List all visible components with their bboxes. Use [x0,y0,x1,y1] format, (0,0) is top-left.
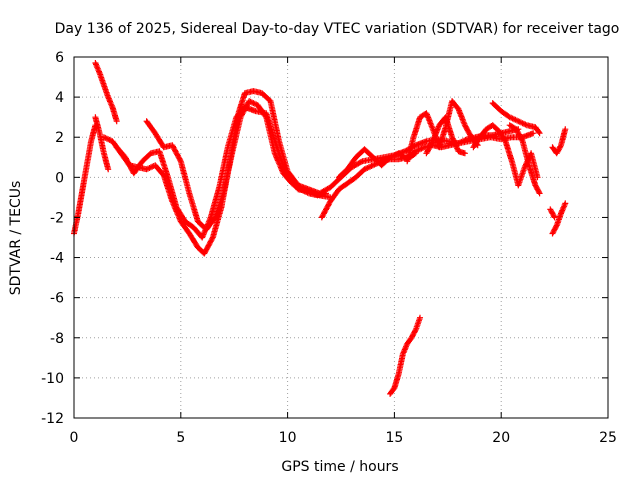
x-tick-label: 20 [492,430,510,446]
series-markers [547,206,558,221]
y-tick-label: 6 [55,50,64,66]
y-tick-label: -8 [50,331,64,347]
x-axis-label: GPS time / hours [281,459,398,475]
series-track-14 [549,126,569,157]
plot-frame [73,56,609,419]
grid-lines [74,57,608,418]
y-tick-label: 4 [55,90,64,106]
y-tick-label: -6 [50,291,64,307]
axis-ticks: 0 5 10 15 20 25 -12 -10 -8 -6 -4 -2 0 2 4 6 [41,50,617,446]
data-series [71,60,569,397]
chart-title: Day 136 of 2025, Sidereal Day-to-day VTE… [55,21,620,37]
y-tick-label: -12 [41,411,64,427]
x-tick-label: 10 [279,430,297,446]
series-track-10 [423,114,468,157]
series-markers [71,122,99,237]
x-tick-label: 25 [599,430,617,446]
series-markers [549,126,569,157]
y-tick-label: -4 [50,251,64,267]
series-track-9 [404,98,481,165]
series-track-13 [506,122,543,197]
series-markers [549,200,569,237]
series-track-6 [143,98,329,233]
series-markers [387,314,423,397]
series-track-17 [387,314,423,397]
series-track-3 [92,114,112,173]
series-markers [318,126,522,221]
y-tick-label: 0 [55,170,64,186]
series-track-15 [549,200,569,237]
x-tick-label: 0 [70,430,79,446]
x-tick-label: 5 [176,430,185,446]
series-track-2 [92,60,120,125]
y-tick-label: -2 [50,210,64,226]
series-track-16 [547,206,558,221]
series-markers [92,60,120,125]
y-tick-label: 2 [55,130,64,146]
y-tick-label: -10 [41,371,64,387]
y-axis-label: SDTVAR / TECUs [8,181,24,296]
series-markers [92,114,112,173]
series-track-12 [489,100,543,137]
series-track-7 [318,126,522,221]
series-track-1 [71,122,99,237]
x-tick-label: 15 [385,430,403,446]
